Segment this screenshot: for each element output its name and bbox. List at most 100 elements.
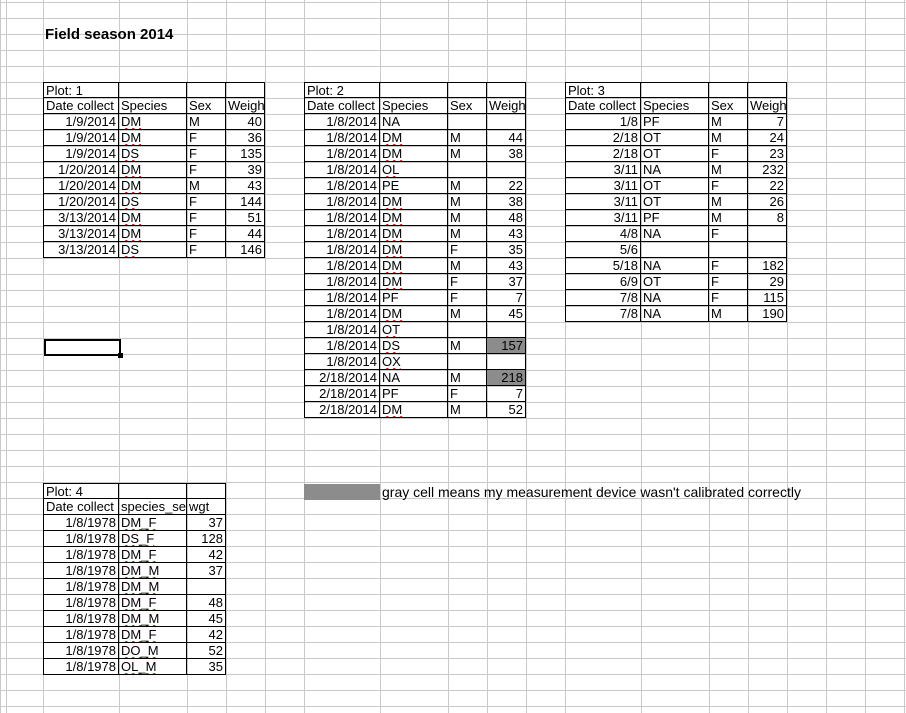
data-cell[interactable]: 1/8/2014 xyxy=(304,194,380,210)
data-cell[interactable]: 38 xyxy=(487,194,526,210)
data-cell[interactable] xyxy=(709,242,748,258)
data-cell[interactable]: F xyxy=(187,194,226,210)
data-cell[interactable]: DM xyxy=(119,130,187,146)
data-cell[interactable]: 115 xyxy=(748,290,787,306)
data-cell[interactable]: 1/8/2014 xyxy=(304,306,380,322)
data-cell[interactable]: F xyxy=(709,290,748,306)
data-cell[interactable]: 1/9/2014 xyxy=(43,130,119,146)
data-cell[interactable]: 1/8/1978 xyxy=(43,627,119,643)
data-cell[interactable]: 3/13/2014 xyxy=(43,210,119,226)
data-cell[interactable]: 6/9 xyxy=(565,274,641,290)
column-header[interactable]: Weight xyxy=(487,98,526,114)
data-cell[interactable]: 1/8 xyxy=(565,114,641,130)
data-cell[interactable]: OL xyxy=(380,162,448,178)
plot-label-empty-cell[interactable] xyxy=(487,82,526,98)
data-cell[interactable]: F xyxy=(187,242,226,258)
data-cell[interactable]: PF xyxy=(380,386,448,402)
data-cell[interactable]: 36 xyxy=(226,130,265,146)
data-cell[interactable]: 24 xyxy=(748,130,787,146)
data-cell[interactable]: 144 xyxy=(226,194,265,210)
plot-label-empty-cell[interactable] xyxy=(380,82,448,98)
data-cell[interactable]: 190 xyxy=(748,306,787,322)
data-cell[interactable]: 2/18 xyxy=(565,130,641,146)
data-cell[interactable]: 1/8/2014 xyxy=(304,178,380,194)
data-cell[interactable] xyxy=(487,162,526,178)
data-cell[interactable]: 2/18/2014 xyxy=(304,370,380,386)
data-cell[interactable]: 157 xyxy=(487,338,526,354)
data-cell[interactable]: 1/8/1978 xyxy=(43,547,119,563)
data-cell[interactable]: M xyxy=(448,210,487,226)
data-cell[interactable] xyxy=(448,322,487,338)
data-cell[interactable]: PE xyxy=(380,178,448,194)
data-cell[interactable]: DM xyxy=(380,258,448,274)
data-cell[interactable]: NA xyxy=(380,370,448,386)
data-cell[interactable]: 42 xyxy=(187,627,226,643)
data-cell[interactable]: DM xyxy=(119,162,187,178)
data-cell[interactable]: OT xyxy=(641,194,709,210)
data-cell[interactable]: 5/6 xyxy=(565,242,641,258)
data-cell[interactable]: M xyxy=(709,194,748,210)
data-cell[interactable]: OT xyxy=(380,322,448,338)
data-cell[interactable]: 1/8/2014 xyxy=(304,274,380,290)
data-cell[interactable]: M xyxy=(709,114,748,130)
data-cell[interactable]: 22 xyxy=(487,178,526,194)
data-cell[interactable]: 7 xyxy=(748,114,787,130)
data-cell[interactable]: F xyxy=(448,274,487,290)
data-cell[interactable]: 1/8/2014 xyxy=(304,338,380,354)
data-cell[interactable]: PF xyxy=(380,290,448,306)
data-cell[interactable] xyxy=(487,114,526,130)
column-header[interactable]: Sex xyxy=(709,98,748,114)
data-cell[interactable]: M xyxy=(448,194,487,210)
data-cell[interactable]: DM xyxy=(380,274,448,290)
data-cell[interactable]: F xyxy=(709,226,748,242)
data-cell[interactable]: F xyxy=(448,290,487,306)
data-cell[interactable]: 1/20/2014 xyxy=(43,178,119,194)
data-cell[interactable]: 2/18/2014 xyxy=(304,386,380,402)
data-cell[interactable]: 52 xyxy=(187,643,226,659)
data-cell[interactable] xyxy=(748,226,787,242)
data-cell[interactable]: 218 xyxy=(487,370,526,386)
data-cell[interactable]: DM_F xyxy=(119,627,187,643)
data-cell[interactable]: 3/13/2014 xyxy=(43,242,119,258)
data-cell[interactable]: F xyxy=(187,210,226,226)
data-cell[interactable]: 1/9/2014 xyxy=(43,146,119,162)
data-cell[interactable]: 7 xyxy=(487,290,526,306)
data-cell[interactable]: 23 xyxy=(748,146,787,162)
data-cell[interactable]: DM_M xyxy=(119,611,187,627)
data-cell[interactable]: 1/8/2014 xyxy=(304,146,380,162)
data-cell[interactable]: 39 xyxy=(226,162,265,178)
gray-legend-cell[interactable] xyxy=(304,484,380,500)
data-cell[interactable]: 40 xyxy=(226,114,265,130)
data-cell[interactable]: DS xyxy=(119,146,187,162)
data-cell[interactable]: 35 xyxy=(187,659,226,675)
column-header[interactable]: Species xyxy=(641,98,709,114)
data-cell[interactable]: M xyxy=(448,146,487,162)
column-header[interactable]: species_sex xyxy=(119,499,187,515)
data-cell[interactable]: 2/18/2014 xyxy=(304,402,380,418)
data-cell[interactable]: DM xyxy=(119,178,187,194)
data-cell[interactable]: 1/8/2014 xyxy=(304,226,380,242)
gray-legend-note[interactable]: gray cell means my measurement device wa… xyxy=(382,484,801,500)
data-cell[interactable]: 7/8 xyxy=(565,306,641,322)
data-cell[interactable]: M xyxy=(448,130,487,146)
data-cell[interactable]: 37 xyxy=(187,563,226,579)
data-cell[interactable]: M xyxy=(709,210,748,226)
data-cell[interactable]: 52 xyxy=(487,402,526,418)
data-cell[interactable]: F xyxy=(448,386,487,402)
data-cell[interactable]: 38 xyxy=(487,146,526,162)
data-cell[interactable]: M xyxy=(448,306,487,322)
data-cell[interactable]: 7/8 xyxy=(565,290,641,306)
data-cell[interactable]: 43 xyxy=(487,226,526,242)
data-cell[interactable]: DM xyxy=(380,146,448,162)
plot-label-empty-cell[interactable] xyxy=(187,483,226,499)
plot-label-empty-cell[interactable] xyxy=(119,82,187,98)
selected-cell-cursor[interactable] xyxy=(44,339,123,358)
data-cell[interactable]: M xyxy=(709,306,748,322)
data-cell[interactable]: PF xyxy=(641,114,709,130)
data-cell[interactable]: DM xyxy=(380,402,448,418)
plot-label-empty-cell[interactable] xyxy=(119,483,187,499)
data-cell[interactable]: DS_F xyxy=(119,531,187,547)
plot-label-empty-cell[interactable] xyxy=(641,82,709,98)
data-cell[interactable]: DM_F xyxy=(119,595,187,611)
data-cell[interactable] xyxy=(487,354,526,370)
